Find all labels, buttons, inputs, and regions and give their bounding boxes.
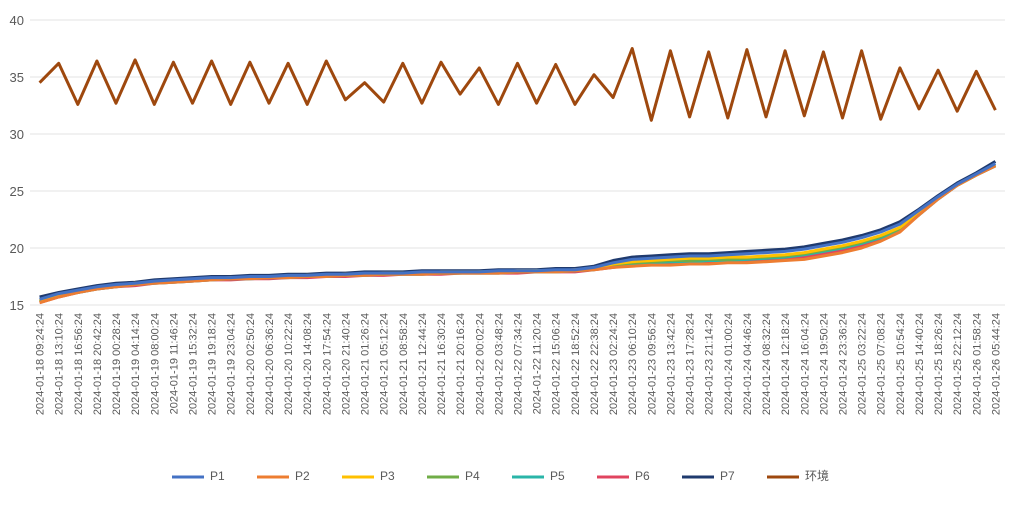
x-tick-label: 2024-01-25 07:08:24: [876, 313, 888, 415]
legend-label: P2: [295, 469, 310, 483]
x-tick-label: 2024-01-24 08:32:24: [761, 313, 773, 415]
x-tick-label: 2024-01-26 01:58:24: [971, 313, 983, 415]
x-tick-label: 2024-01-21 01:26:24: [360, 313, 372, 415]
x-tick-label: 2024-01-19 19:18:24: [207, 313, 219, 415]
x-tick-label: 2024-01-19 08:00:24: [149, 313, 161, 415]
x-tick-label: 2024-01-25 03:22:24: [857, 313, 869, 415]
y-tick-label: 20: [10, 241, 24, 256]
x-tick-label: 2024-01-21 16:30:24: [436, 313, 448, 415]
legend-item: P6: [597, 469, 650, 483]
x-tick-label: 2024-01-26 05:44:24: [990, 313, 1002, 415]
x-tick-label: 2024-01-20 21:40:24: [340, 313, 352, 415]
legend-label: 环境: [805, 468, 829, 483]
x-tick-label: 2024-01-24 23:36:24: [838, 313, 850, 415]
x-tick-label: 2024-01-22 07:34:24: [513, 313, 525, 415]
x-tick-label: 2024-01-24 04:46:24: [742, 313, 754, 415]
x-tick-label: 2024-01-18 09:24:24: [35, 313, 47, 415]
x-tick-label: 2024-01-23 13:42:24: [665, 313, 677, 415]
legend-item: P1: [172, 469, 225, 483]
legend-label: P6: [635, 469, 650, 483]
legend-label: P7: [720, 469, 735, 483]
x-tick-label: 2024-01-22 18:52:24: [570, 313, 582, 415]
x-tick-label: 2024-01-20 06:36:24: [264, 313, 276, 415]
x-tick-label: 2024-01-18 13:10:24: [54, 313, 66, 415]
x-tick-label: 2024-01-20 02:50:24: [245, 313, 257, 415]
x-tick-label: 2024-01-24 16:04:24: [799, 313, 811, 415]
x-tick-label: 2024-01-21 08:58:24: [398, 313, 410, 415]
series-line: [39, 164, 997, 305]
legend-item: P3: [342, 469, 395, 483]
x-tick-label: 2024-01-20 10:22:24: [283, 313, 295, 415]
series-line: [39, 160, 997, 299]
legend-item: P4: [427, 469, 480, 483]
x-tick-label: 2024-01-25 22:12:24: [952, 313, 964, 415]
x-tick-label: 2024-01-22 15:06:24: [551, 313, 563, 415]
legend-item: 环境: [767, 468, 829, 483]
x-tick-label: 2024-01-18 20:42:24: [92, 313, 104, 415]
x-tick-label: 2024-01-23 06:10:24: [627, 313, 639, 415]
x-tick-label: 2024-01-19 15:32:24: [188, 313, 200, 415]
x-tick-label: 2024-01-24 01:00:24: [723, 313, 735, 415]
y-tick-label: 25: [10, 184, 24, 199]
x-tick-label: 2024-01-19 11:46:24: [168, 313, 180, 414]
y-tick-label: 35: [10, 70, 24, 85]
x-tick-label: 2024-01-23 17:28:24: [685, 313, 697, 415]
x-tick-label: 2024-01-24 19:50:24: [818, 313, 830, 415]
x-tick-label: 2024-01-19 00:28:24: [111, 313, 123, 415]
x-tick-label: 2024-01-22 22:38:24: [589, 313, 601, 415]
x-tick-label: 2024-01-21 20:16:24: [455, 313, 467, 415]
x-tick-label: 2024-01-21 12:44:24: [417, 313, 429, 415]
legend-label: P1: [210, 469, 225, 483]
x-tick-label: 2024-01-24 12:18:24: [780, 313, 792, 415]
series-line: [38, 47, 997, 122]
legend-item: P7: [682, 469, 735, 483]
x-tick-label: 2024-01-20 14:08:24: [302, 313, 314, 415]
y-tick-label: 30: [10, 127, 24, 142]
x-tick-label: 2024-01-22 11:20:24: [532, 313, 544, 414]
x-tick-label: 2024-01-25 14:40:24: [914, 313, 926, 415]
legend-item: P2: [257, 469, 310, 483]
x-tick-label: 2024-01-25 18:26:24: [933, 313, 945, 415]
x-tick-label: 2024-01-22 00:02:24: [474, 313, 486, 415]
legend-label: P5: [550, 469, 565, 483]
x-tick-label: 2024-01-23 02:24:24: [608, 313, 620, 415]
x-tick-label: 2024-01-23 09:56:24: [646, 313, 658, 415]
x-tick-label: 2024-01-19 23:04:24: [226, 313, 238, 415]
x-tick-label: 2024-01-22 03:48:24: [493, 313, 505, 415]
x-tick-label: 2024-01-21 05:12:24: [379, 313, 391, 415]
series-line: [39, 162, 997, 301]
legend-label: P3: [380, 469, 395, 483]
legend-item: P5: [512, 469, 565, 483]
x-tick-label: 2024-01-23 21:14:24: [704, 313, 716, 415]
x-tick-label: 2024-01-25 10:54:24: [895, 313, 907, 415]
x-tick-label: 2024-01-20 17:54:24: [321, 313, 333, 415]
x-tick-label: 2024-01-19 04:14:24: [130, 313, 142, 415]
y-tick-label: 15: [10, 298, 24, 313]
y-tick-label: 40: [10, 13, 24, 28]
legend-label: P4: [465, 469, 480, 483]
x-tick-label: 2024-01-18 16:56:24: [73, 313, 85, 415]
